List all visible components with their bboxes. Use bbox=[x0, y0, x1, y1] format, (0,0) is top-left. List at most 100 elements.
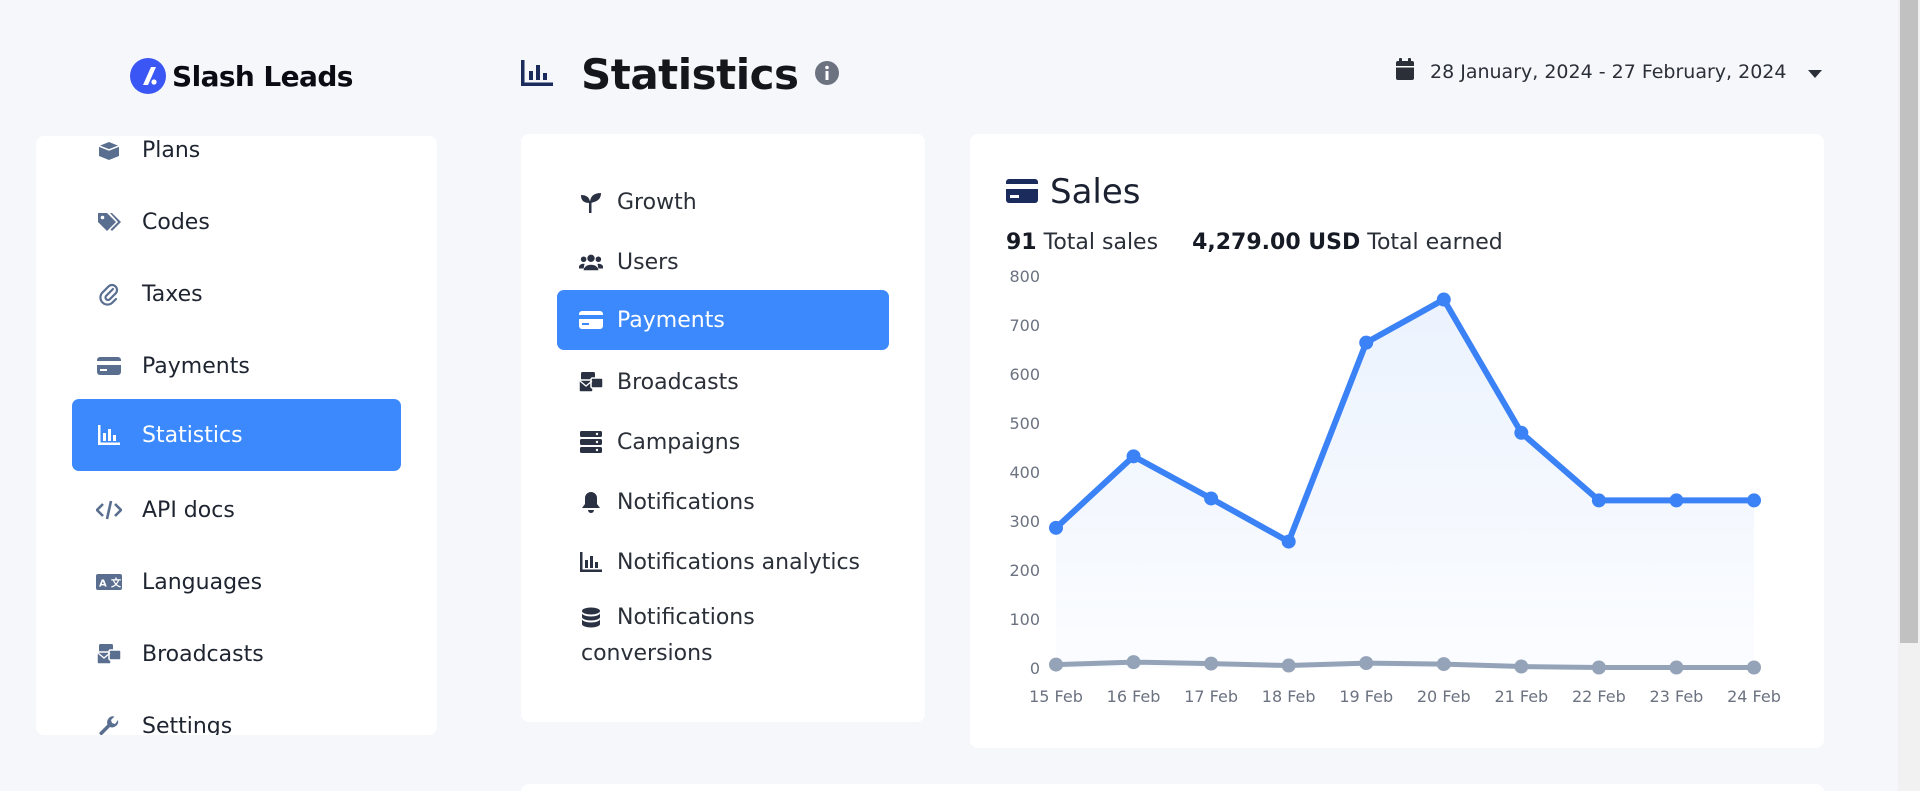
data-point bbox=[1436, 292, 1451, 307]
y-tick-label: 800 bbox=[1009, 267, 1040, 286]
total-earned-label: Total earned bbox=[1367, 230, 1503, 255]
caret-down-icon bbox=[1808, 61, 1823, 83]
wrench-icon bbox=[95, 712, 123, 735]
slash-leads-logo-icon bbox=[130, 58, 166, 94]
x-tick-label: 23 Feb bbox=[1650, 687, 1704, 706]
sidebar-item-settings[interactable]: Settings bbox=[72, 690, 401, 735]
users-icon bbox=[579, 250, 603, 274]
page-header: Statistics bbox=[521, 50, 839, 99]
x-tick-label: 22 Feb bbox=[1572, 687, 1626, 706]
submenu-item-label: Notifications analytics bbox=[617, 549, 861, 575]
scrollbar-thumb[interactable] bbox=[1900, 0, 1918, 643]
submenu-item-label: Growth bbox=[617, 189, 697, 215]
paperclip-icon bbox=[95, 280, 123, 308]
series-line bbox=[1053, 296, 1757, 545]
sidebar-item-label: Plans bbox=[142, 137, 201, 163]
data-point bbox=[1359, 656, 1374, 671]
total-sales-value: 91 bbox=[1006, 230, 1037, 255]
sidebar-item-codes[interactable]: Codes bbox=[72, 186, 401, 258]
svg-text:文: 文 bbox=[111, 577, 122, 590]
data-point bbox=[1126, 449, 1141, 464]
data-point bbox=[1514, 425, 1529, 440]
submenu-item-label: Broadcasts bbox=[617, 369, 739, 395]
submenu-item-broadcasts[interactable]: Broadcasts bbox=[557, 352, 889, 412]
data-point bbox=[1204, 656, 1219, 671]
submenu-item-label: Payments bbox=[617, 307, 725, 333]
sidebar-item-broadcasts[interactable]: Broadcasts bbox=[72, 618, 401, 690]
mail-bulk-icon bbox=[579, 370, 603, 394]
chart-bar-icon bbox=[579, 550, 603, 574]
data-point bbox=[1436, 657, 1451, 672]
mail-bulk-icon bbox=[95, 640, 123, 668]
y-tick-label: 300 bbox=[1009, 512, 1040, 531]
brand-logo[interactable]: Slash Leads bbox=[130, 58, 353, 94]
data-point bbox=[1669, 660, 1684, 675]
sales-card-title: Sales bbox=[1006, 172, 1141, 212]
tags-icon bbox=[95, 208, 123, 236]
sidebar-item-label: Settings bbox=[142, 713, 233, 736]
sidebar-item-payments[interactable]: Payments bbox=[72, 330, 401, 402]
submenu-item-users[interactable]: Users bbox=[557, 232, 889, 292]
data-point bbox=[1747, 493, 1761, 508]
sidebar-item-taxes[interactable]: Taxes bbox=[72, 258, 401, 330]
sales-card: Sales 91 Total sales 4,279.00 USD Total … bbox=[970, 134, 1824, 748]
series-line bbox=[1053, 659, 1757, 671]
series-area bbox=[1056, 299, 1754, 668]
database-icon bbox=[579, 606, 603, 630]
svg-text:A: A bbox=[99, 579, 107, 590]
x-tick-label: 19 Feb bbox=[1339, 687, 1393, 706]
x-tick-label: 24 Feb bbox=[1727, 687, 1781, 706]
sidebar-item-label: API docs bbox=[142, 497, 235, 523]
submenu-item-notifications-conversions[interactable]: Notifications conversions bbox=[557, 590, 889, 670]
bell-icon bbox=[579, 490, 603, 514]
data-point bbox=[1359, 335, 1374, 350]
data-point bbox=[1049, 657, 1063, 672]
data-point bbox=[1204, 491, 1219, 506]
total-sales-label: Total sales bbox=[1043, 230, 1159, 255]
sales-line-chart: 0 100 200 300 400 500 600 700 800 15 Feb 16 Feb 17 … bbox=[1009, 267, 1781, 706]
data-point bbox=[1591, 660, 1606, 675]
data-point bbox=[1747, 660, 1761, 675]
y-tick-label: 100 bbox=[1009, 610, 1040, 629]
sidebar-item-api-docs[interactable]: API docs bbox=[72, 474, 401, 546]
y-tick-label: 400 bbox=[1009, 463, 1040, 482]
data-point bbox=[1514, 659, 1529, 674]
x-tick-label: 17 Feb bbox=[1184, 687, 1238, 706]
sidebar-item-label: Taxes bbox=[142, 281, 203, 307]
y-tick-label: 0 bbox=[1030, 659, 1040, 678]
submenu-item-notifications[interactable]: Notifications bbox=[557, 472, 889, 532]
data-point bbox=[1049, 520, 1063, 535]
credit-card-icon bbox=[95, 352, 123, 380]
data-point bbox=[1281, 658, 1296, 673]
chart-bar-icon bbox=[521, 59, 553, 90]
sidebar: Plans Codes Taxes Payments Statistics AP… bbox=[36, 136, 437, 735]
date-range-label: 28 January, 2024 - 27 February, 2024 bbox=[1430, 60, 1787, 83]
x-tick-label: 20 Feb bbox=[1417, 687, 1471, 706]
x-tick-label: 16 Feb bbox=[1107, 687, 1161, 706]
submenu-item-notifications-analytics[interactable]: Notifications analytics bbox=[557, 532, 889, 592]
info-circle-icon[interactable] bbox=[814, 60, 839, 89]
sales-title-text: Sales bbox=[1050, 172, 1141, 212]
page-scrollbar[interactable] bbox=[1898, 0, 1920, 791]
date-range-picker[interactable]: 28 January, 2024 - 27 February, 2024 bbox=[1396, 58, 1823, 85]
next-card bbox=[521, 784, 1824, 791]
x-tick-label: 15 Feb bbox=[1029, 687, 1083, 706]
seedling-icon bbox=[579, 190, 603, 214]
chart-bar-icon bbox=[95, 421, 123, 449]
submenu-item-growth[interactable]: Growth bbox=[557, 172, 889, 232]
y-tick-label: 500 bbox=[1009, 414, 1040, 433]
submenu-item-label: Users bbox=[617, 249, 679, 275]
total-sales: 91 Total sales bbox=[1006, 230, 1158, 255]
submenu-item-campaigns[interactable]: Campaigns bbox=[557, 412, 889, 472]
x-tick-label: 21 Feb bbox=[1494, 687, 1548, 706]
page-title: Statistics bbox=[581, 50, 799, 99]
sidebar-item-statistics[interactable]: Statistics bbox=[72, 399, 401, 471]
submenu-item-label: Notifications conversions bbox=[581, 605, 755, 666]
submenu-item-label: Notifications bbox=[617, 489, 755, 515]
box-icon bbox=[95, 136, 123, 164]
x-tick-label: 18 Feb bbox=[1262, 687, 1316, 706]
data-point bbox=[1669, 493, 1684, 508]
submenu-item-payments[interactable]: Payments bbox=[557, 290, 889, 350]
sidebar-item-plans[interactable]: Plans bbox=[72, 136, 401, 186]
